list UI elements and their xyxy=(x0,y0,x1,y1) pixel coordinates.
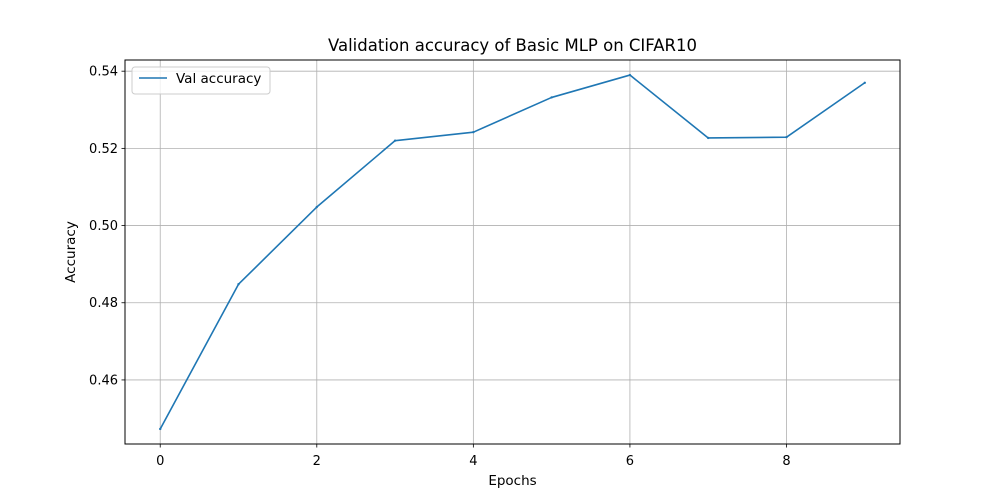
x-tick-label: 2 xyxy=(313,454,321,469)
data-point xyxy=(393,139,397,142)
data-point xyxy=(785,135,788,139)
data-point xyxy=(628,73,632,77)
grid xyxy=(125,60,900,444)
y-tick-label: 0.54 xyxy=(89,65,118,80)
x-tick-label: 6 xyxy=(626,454,634,469)
legend-box xyxy=(131,66,271,95)
data-point xyxy=(472,130,475,134)
data-point xyxy=(237,283,240,286)
data-point xyxy=(315,205,318,209)
plot-frame xyxy=(124,59,901,445)
chart-title: Validation accuracy of Basic MLP on CIFA… xyxy=(328,36,697,55)
series-line-val-accuracy xyxy=(159,74,866,430)
y-axis-label: Accuracy xyxy=(63,221,79,283)
x-tick-label: 4 xyxy=(469,454,477,469)
data-point xyxy=(863,81,866,84)
legend: Val accuracy xyxy=(131,66,271,95)
y-tick-label: 0.48 xyxy=(89,296,118,311)
data-point xyxy=(159,427,162,431)
x-axis-label: Epochs xyxy=(488,473,536,489)
y-tick-label: 0.52 xyxy=(89,142,118,157)
data-point xyxy=(550,96,553,99)
x-tick-label: 0 xyxy=(156,454,164,469)
legend-label: Val accuracy xyxy=(176,71,261,87)
x-tick-label: 8 xyxy=(782,454,790,469)
y-tick-label: 0.46 xyxy=(89,373,118,388)
series-layer xyxy=(159,73,866,431)
ticks: 0 2 4 6 8 0.46 0.48 0.50 0.52 0.54 xyxy=(89,65,791,469)
y-tick-label: 0.50 xyxy=(89,219,118,234)
data-point xyxy=(707,136,710,140)
